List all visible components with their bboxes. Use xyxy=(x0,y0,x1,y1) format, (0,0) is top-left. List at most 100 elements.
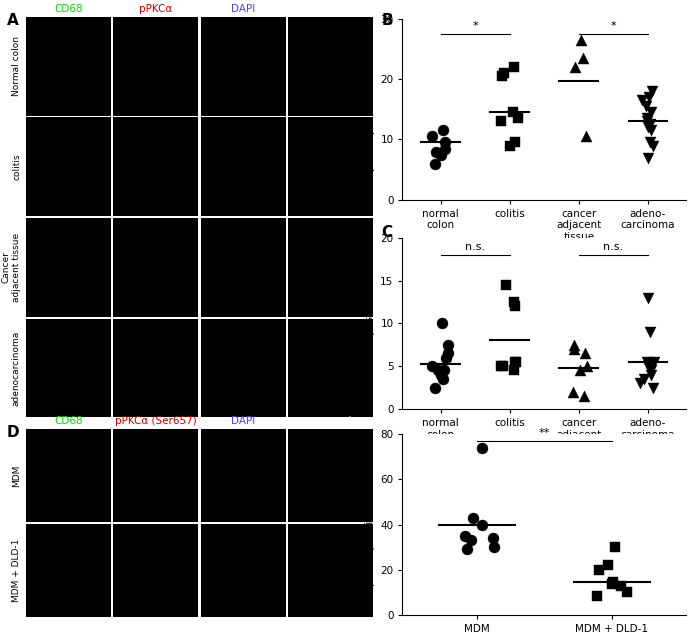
Point xyxy=(509,301,520,311)
Point xyxy=(574,365,585,375)
Text: *: * xyxy=(473,22,478,31)
Point xyxy=(644,138,655,148)
Text: C: C xyxy=(382,225,393,240)
Point xyxy=(442,348,453,358)
Text: Normal colon: Normal colon xyxy=(12,36,21,96)
Y-axis label: % pPKCa-positive CD68 cells: % pPKCa-positive CD68 cells xyxy=(365,450,374,599)
Point xyxy=(429,382,440,392)
Text: n.s.: n.s. xyxy=(603,242,624,252)
Point xyxy=(643,92,655,102)
Point xyxy=(426,361,438,372)
Point xyxy=(640,101,651,112)
Point xyxy=(638,374,650,384)
Point xyxy=(578,391,589,401)
Point xyxy=(426,131,438,141)
Text: merged: merged xyxy=(311,416,351,426)
Point xyxy=(641,116,652,126)
Text: B: B xyxy=(382,13,393,28)
Point xyxy=(495,116,506,126)
Point xyxy=(646,86,657,96)
Point xyxy=(635,378,646,388)
Point xyxy=(642,293,653,303)
Point xyxy=(438,374,449,384)
Point xyxy=(645,107,657,117)
Point xyxy=(609,542,620,552)
Point xyxy=(440,138,451,148)
Point xyxy=(575,35,587,45)
Point xyxy=(643,361,654,372)
Point xyxy=(509,357,520,367)
Point xyxy=(442,340,454,350)
Point xyxy=(477,520,488,530)
Point xyxy=(467,513,478,523)
Point xyxy=(608,577,619,587)
Point xyxy=(581,361,592,372)
Point xyxy=(497,71,508,81)
Text: pPKCα: pPKCα xyxy=(139,4,172,14)
Point xyxy=(440,353,452,363)
Point xyxy=(438,365,449,375)
Point xyxy=(489,542,500,552)
Point xyxy=(462,545,473,555)
Point xyxy=(476,443,487,453)
Text: MDM + DLD-1: MDM + DLD-1 xyxy=(12,539,21,602)
Point xyxy=(438,126,449,136)
Point xyxy=(569,344,580,354)
Text: DAPI: DAPI xyxy=(231,416,255,426)
Text: *: * xyxy=(610,22,616,31)
Point xyxy=(497,361,508,372)
Point xyxy=(430,158,441,169)
Y-axis label: % CD68-positive cells: % CD68-positive cells xyxy=(365,266,374,380)
Point xyxy=(435,150,446,160)
Text: Cancer
adjacent tissue: Cancer adjacent tissue xyxy=(1,233,21,302)
Point xyxy=(645,119,656,129)
Point xyxy=(648,382,659,392)
Point xyxy=(512,113,524,124)
Point xyxy=(510,357,522,367)
Point xyxy=(580,348,591,358)
Point xyxy=(466,535,477,545)
Point xyxy=(459,531,470,541)
Point xyxy=(642,357,653,367)
Point xyxy=(487,533,498,543)
Point xyxy=(437,318,448,328)
Point xyxy=(592,591,603,601)
Point xyxy=(440,143,451,153)
Text: DAPI: DAPI xyxy=(231,4,255,14)
Point xyxy=(508,297,519,307)
Point xyxy=(433,365,444,375)
Text: MDM: MDM xyxy=(12,464,21,487)
Y-axis label: % pPKCα-positive CD68 cells: % pPKCα-positive CD68 cells xyxy=(365,34,374,184)
Point xyxy=(645,370,657,380)
Text: merged: merged xyxy=(311,4,351,14)
Point xyxy=(509,62,520,72)
Point xyxy=(496,361,507,372)
Point xyxy=(568,340,580,350)
Point xyxy=(645,365,657,375)
Text: D: D xyxy=(7,425,20,440)
Point xyxy=(648,141,659,151)
Text: **: ** xyxy=(538,429,550,438)
Point xyxy=(594,565,605,575)
Point xyxy=(509,365,520,375)
Text: A: A xyxy=(7,13,19,28)
Point xyxy=(603,560,614,571)
Point xyxy=(498,68,510,78)
Point xyxy=(510,138,521,148)
Point xyxy=(570,62,581,72)
Point xyxy=(643,152,654,162)
Point xyxy=(643,122,654,133)
Point xyxy=(500,280,511,290)
Point xyxy=(607,579,618,590)
Point xyxy=(581,131,592,141)
Point xyxy=(615,581,626,591)
Point xyxy=(645,126,657,136)
Text: adenocarcinoma: adenocarcinoma xyxy=(12,330,21,406)
Point xyxy=(568,387,579,397)
Point xyxy=(645,327,656,337)
Text: CD68: CD68 xyxy=(54,4,83,14)
Point xyxy=(508,107,519,117)
Point xyxy=(578,53,589,63)
Point xyxy=(622,587,633,597)
Point xyxy=(641,113,652,124)
